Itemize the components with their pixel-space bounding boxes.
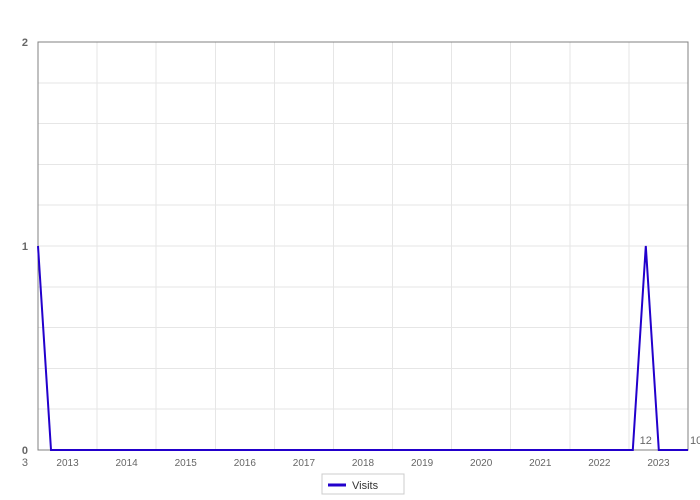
chart-legend: Visits [322, 474, 404, 494]
y-tick-label: 2 [22, 37, 28, 49]
y-tick-label: 1 [22, 241, 28, 253]
x-tick-label: 2023 [647, 458, 670, 469]
corner-near-spike-a: 12 [640, 435, 652, 447]
x-tick-label: 2020 [470, 458, 493, 469]
x-tick-label: 2016 [234, 458, 257, 469]
chart-plot-area: 0122013201420152016201720182019202020212… [0, 0, 700, 500]
chart-svg: 0122013201420152016201720182019202020212… [0, 0, 700, 500]
x-tick-label: 2022 [588, 458, 611, 469]
x-tick-label: 2018 [352, 458, 375, 469]
x-tick-label: 2017 [293, 458, 316, 469]
x-tick-label: 2014 [116, 458, 139, 469]
corner-bottom-left: 3 [22, 457, 28, 469]
legend-label: Visits [352, 480, 379, 492]
x-tick-label: 2013 [56, 458, 79, 469]
x-tick-label: 2021 [529, 458, 552, 469]
corner-near-spike-b: 10 [690, 435, 700, 447]
x-tick-label: 2015 [175, 458, 198, 469]
x-tick-label: 2019 [411, 458, 434, 469]
y-tick-label: 0 [22, 445, 28, 457]
